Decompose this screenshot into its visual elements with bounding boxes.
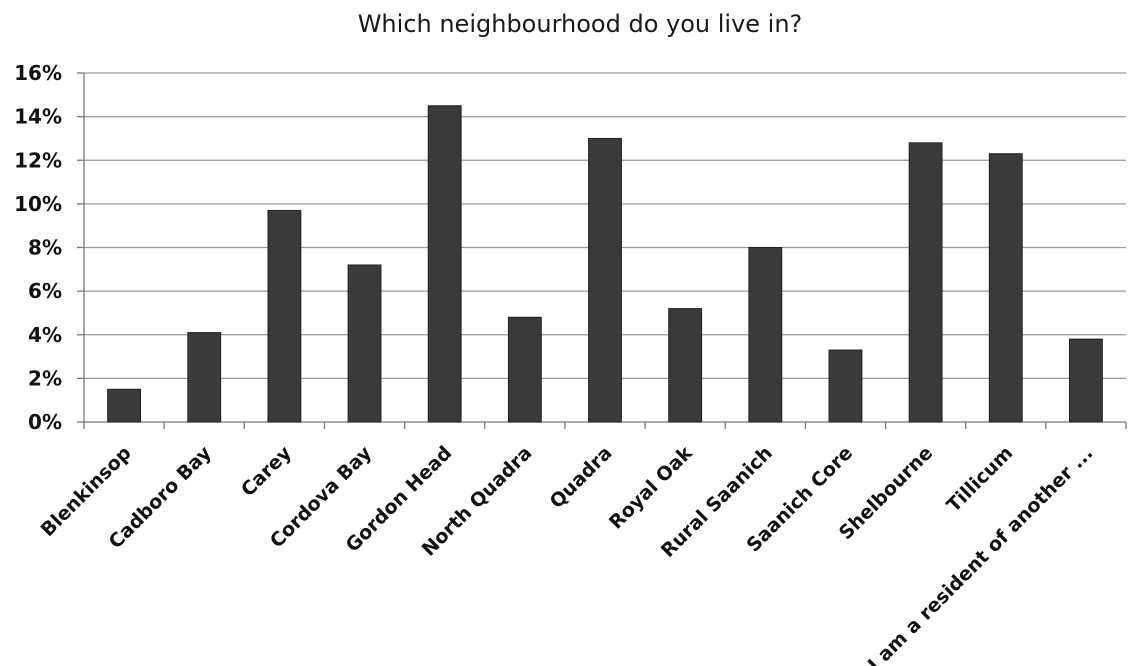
bar xyxy=(427,105,462,423)
bar xyxy=(347,264,382,423)
y-tick-label: 8% xyxy=(28,236,62,260)
y-tick-label: 4% xyxy=(28,323,62,347)
y-tick-label: 0% xyxy=(28,410,62,434)
bar xyxy=(267,209,302,423)
y-tick-label: 10% xyxy=(14,192,62,216)
bar xyxy=(507,316,542,423)
bar xyxy=(588,137,622,423)
bar xyxy=(908,142,943,423)
y-tick-label: 16% xyxy=(14,61,62,85)
bar xyxy=(1068,338,1103,423)
bar xyxy=(828,349,863,423)
bar xyxy=(668,308,703,423)
chart-title: Which neighbourhood do you live in? xyxy=(358,10,803,38)
y-tick-label: 12% xyxy=(14,148,62,172)
y-tick-label: 2% xyxy=(28,366,62,390)
bar xyxy=(187,332,222,423)
x-tick-label: Quadra xyxy=(546,442,617,513)
bar xyxy=(748,247,783,423)
x-tick-label: Carey xyxy=(237,442,296,501)
bar xyxy=(988,153,1023,423)
y-tick-labels: 0% 2% 4% 6% 8% 10% 12% 14% 16% xyxy=(14,61,62,434)
y-tick-label: 6% xyxy=(28,279,62,303)
y-tick-label: 14% xyxy=(14,105,62,129)
bars xyxy=(107,105,1103,423)
x-tick-label: Tillicum xyxy=(943,442,1018,517)
bar xyxy=(107,388,142,423)
